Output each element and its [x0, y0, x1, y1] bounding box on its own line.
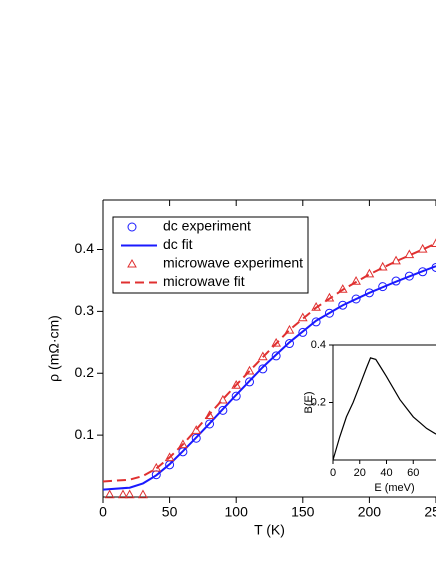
data-line	[332, 357, 436, 461]
inset-background	[333, 345, 436, 460]
data-point	[204, 410, 215, 420]
data-point	[218, 405, 228, 415]
legend-label: dc fit	[163, 236, 193, 252]
data-point	[164, 452, 175, 462]
x-tick-label: 200	[358, 504, 382, 520]
legend-box	[112, 216, 309, 294]
x-tick-label: 50	[162, 504, 178, 520]
legend-label: microwave fit	[163, 273, 245, 289]
y-tick-label: 0.4	[75, 240, 95, 256]
x-tick-label: 0	[99, 504, 107, 520]
data-point	[431, 238, 436, 248]
y-tick-label: 0.2	[311, 396, 326, 408]
data-point	[124, 489, 135, 499]
y-axis-label: ρ (mΩ·cm)	[46, 315, 62, 382]
data-point	[391, 255, 401, 265]
data-point	[231, 391, 241, 401]
data-point	[244, 365, 255, 375]
data-point	[118, 489, 128, 499]
data-point	[404, 271, 414, 281]
data-line	[102, 242, 436, 483]
legend-swatch	[127, 222, 137, 232]
data-point	[191, 425, 202, 434]
data-point	[258, 364, 268, 374]
data-point	[191, 433, 201, 443]
data-point	[284, 324, 295, 334]
x-tick-label: 250	[424, 504, 436, 520]
data-point	[311, 317, 321, 327]
data-point	[205, 419, 215, 429]
data-point	[231, 379, 242, 389]
data-point	[338, 300, 348, 310]
data-point	[178, 439, 188, 449]
data-point	[271, 351, 281, 361]
x-tick-label: 150	[291, 504, 315, 520]
x-axis-label: E (meV)	[374, 482, 414, 494]
data-point	[298, 327, 308, 337]
data-point	[377, 261, 388, 271]
data-point	[337, 284, 348, 293]
y-tick-label: 0.3	[75, 302, 95, 318]
data-line	[102, 265, 436, 491]
y-tick-label: 0.2	[75, 364, 95, 380]
data-point	[104, 489, 115, 499]
data-point	[284, 339, 294, 349]
y-axis-label: B(E)	[303, 392, 315, 414]
x-tick-label: 100	[225, 504, 249, 520]
data-point	[218, 394, 228, 404]
data-point	[138, 489, 148, 499]
data-point	[351, 294, 361, 304]
y-tick-label: 0.1	[75, 426, 95, 442]
x-tick-label: 0	[330, 467, 336, 479]
data-point	[245, 377, 255, 387]
legend-swatch	[127, 258, 137, 268]
data-point	[351, 276, 361, 285]
x-tick-label: 60	[407, 467, 419, 479]
data-point	[324, 308, 334, 318]
x-tick-label: 40	[380, 467, 392, 479]
legend-label: dc experiment	[163, 218, 251, 234]
data-point	[364, 268, 375, 278]
data-point	[364, 288, 374, 298]
legend-label: microwave experiment	[163, 255, 303, 271]
x-axis-label: T (K)	[254, 522, 285, 538]
x-tick-label: 20	[354, 467, 366, 479]
y-tick-label: 0.4	[311, 339, 326, 351]
